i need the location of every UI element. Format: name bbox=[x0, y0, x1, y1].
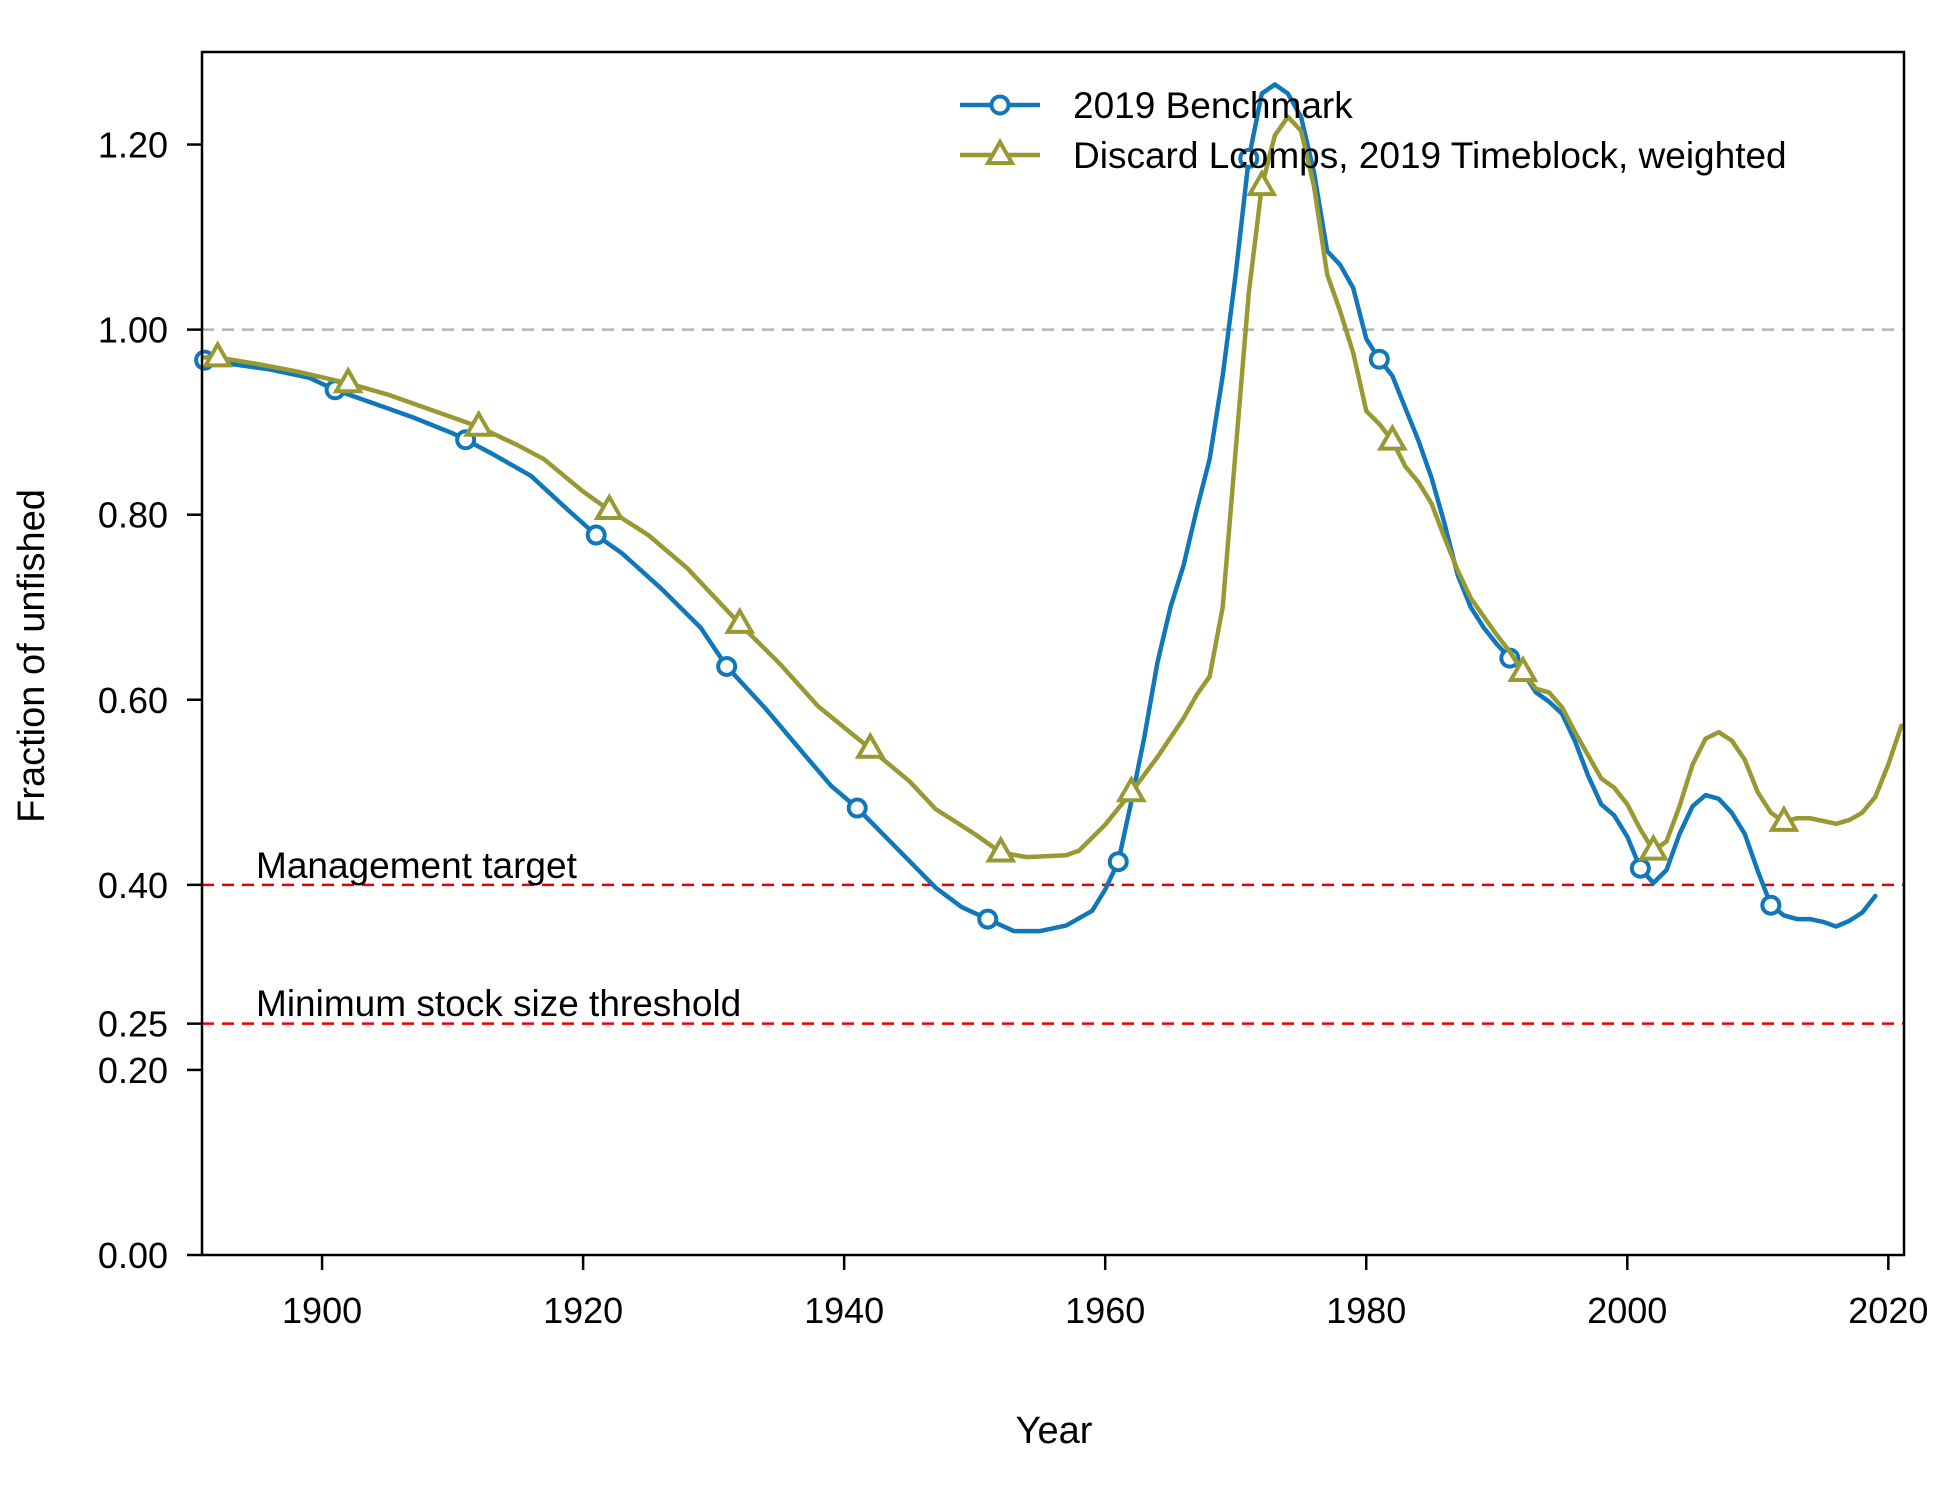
series-0-marker-12 bbox=[1760, 894, 1782, 916]
plot-frame bbox=[200, 50, 1906, 1257]
x-tick-label-4: 1980 bbox=[1326, 1290, 1406, 1331]
series-1-marker-4 bbox=[724, 606, 756, 634]
series-0-marker-9 bbox=[1368, 348, 1390, 370]
x-tick-label-2: 1940 bbox=[804, 1290, 884, 1331]
series-0-marker-3 bbox=[585, 524, 607, 546]
series-1-marker-12 bbox=[1768, 804, 1800, 832]
series-1-marker-10 bbox=[1507, 654, 1539, 682]
reference-label-management-target: Management target bbox=[256, 845, 578, 886]
x-tick-label-6: 2020 bbox=[1848, 1290, 1928, 1331]
x-tick-label-5: 2000 bbox=[1587, 1290, 1667, 1331]
series-1-marker-7 bbox=[1115, 775, 1147, 803]
x-tick-label-1: 1920 bbox=[543, 1290, 623, 1331]
series-1-marker-3 bbox=[593, 493, 625, 521]
y-tick-label-5: 0.80 bbox=[98, 495, 168, 536]
y-tick-label-6: 1.00 bbox=[98, 310, 168, 351]
series-0-marker-11 bbox=[1629, 857, 1651, 879]
y-tick-label-3: 0.40 bbox=[98, 865, 168, 906]
series-line-0 bbox=[202, 82, 1878, 934]
y-tick-label-7: 1.20 bbox=[98, 125, 168, 166]
series-0-marker-5 bbox=[846, 797, 868, 819]
series-1-marker-8 bbox=[1246, 169, 1278, 197]
series-1-marker-9 bbox=[1376, 423, 1408, 451]
y-axis-title: Fraction of unfished bbox=[11, 489, 53, 823]
legend-marker-benchmark bbox=[989, 94, 1011, 116]
reference-lines-layer bbox=[202, 328, 1904, 1025]
series-0-marker-6 bbox=[977, 908, 999, 930]
legend-label-benchmark: 2019 Benchmark bbox=[1073, 85, 1353, 126]
series-line-1 bbox=[202, 114, 1904, 860]
x-axis-title: Year bbox=[1016, 1410, 1093, 1452]
series-1-marker-5 bbox=[854, 731, 886, 759]
legend-label-discard: Discard Lcomps, 2019 Timeblock, weighted bbox=[1073, 135, 1787, 176]
series-1-marker-1 bbox=[332, 366, 364, 394]
series-1-marker-2 bbox=[463, 409, 495, 437]
series-1-marker-11 bbox=[1637, 833, 1669, 861]
x-tick-label-3: 1960 bbox=[1065, 1290, 1145, 1331]
axes-layer: 1900 1920 1940 1960 1980 2000 2020 0.00 0.20 0.25… bbox=[98, 50, 1928, 1331]
labels-layer: Year Fraction of unfished Management tar… bbox=[11, 489, 1093, 1452]
legend-marker-discard bbox=[984, 137, 1016, 165]
series-0-marker-4 bbox=[716, 655, 738, 677]
series-0-marker-7 bbox=[1107, 851, 1129, 873]
series-1-marker-0 bbox=[202, 340, 234, 368]
y-tick-label-4: 0.60 bbox=[98, 680, 168, 721]
y-tick-label-2: 0.25 bbox=[98, 1004, 168, 1045]
x-tick-label-0: 1900 bbox=[282, 1290, 362, 1331]
y-tick-label-1: 0.20 bbox=[98, 1050, 168, 1091]
series-1-marker-6 bbox=[985, 835, 1017, 863]
legend: 2019 Benchmark Discard Lcomps, 2019 Time… bbox=[960, 85, 1787, 176]
y-tick-label-0: 0.00 bbox=[98, 1235, 168, 1276]
reference-label-minimum-stock-size-threshold: Minimum stock size threshold bbox=[256, 983, 741, 1024]
series-layer bbox=[194, 82, 1904, 934]
series-0-marker-8 bbox=[1238, 147, 1260, 169]
